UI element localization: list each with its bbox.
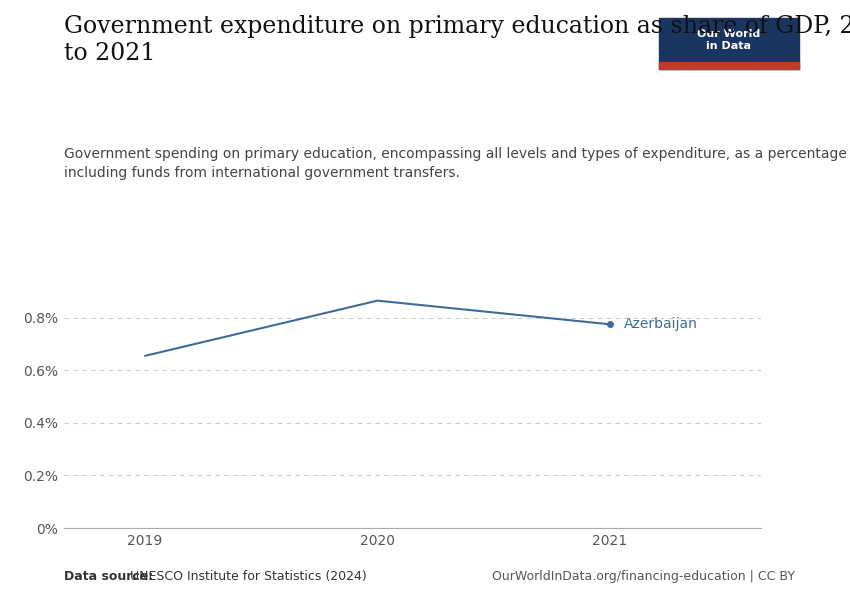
Text: Our World
in Data: Our World in Data <box>697 29 761 51</box>
Text: Government expenditure on primary education as share of GDP, 2019
to 2021: Government expenditure on primary educat… <box>64 15 850 65</box>
Text: OurWorldInData.org/financing-education | CC BY: OurWorldInData.org/financing-education |… <box>492 570 795 583</box>
Text: Azerbaijan: Azerbaijan <box>624 317 698 331</box>
Text: Data source:: Data source: <box>64 570 153 583</box>
Bar <box>659 62 799 69</box>
Text: UNESCO Institute for Statistics (2024): UNESCO Institute for Statistics (2024) <box>126 570 366 583</box>
Text: Government spending on primary education, encompassing all levels and types of e: Government spending on primary education… <box>64 147 850 180</box>
